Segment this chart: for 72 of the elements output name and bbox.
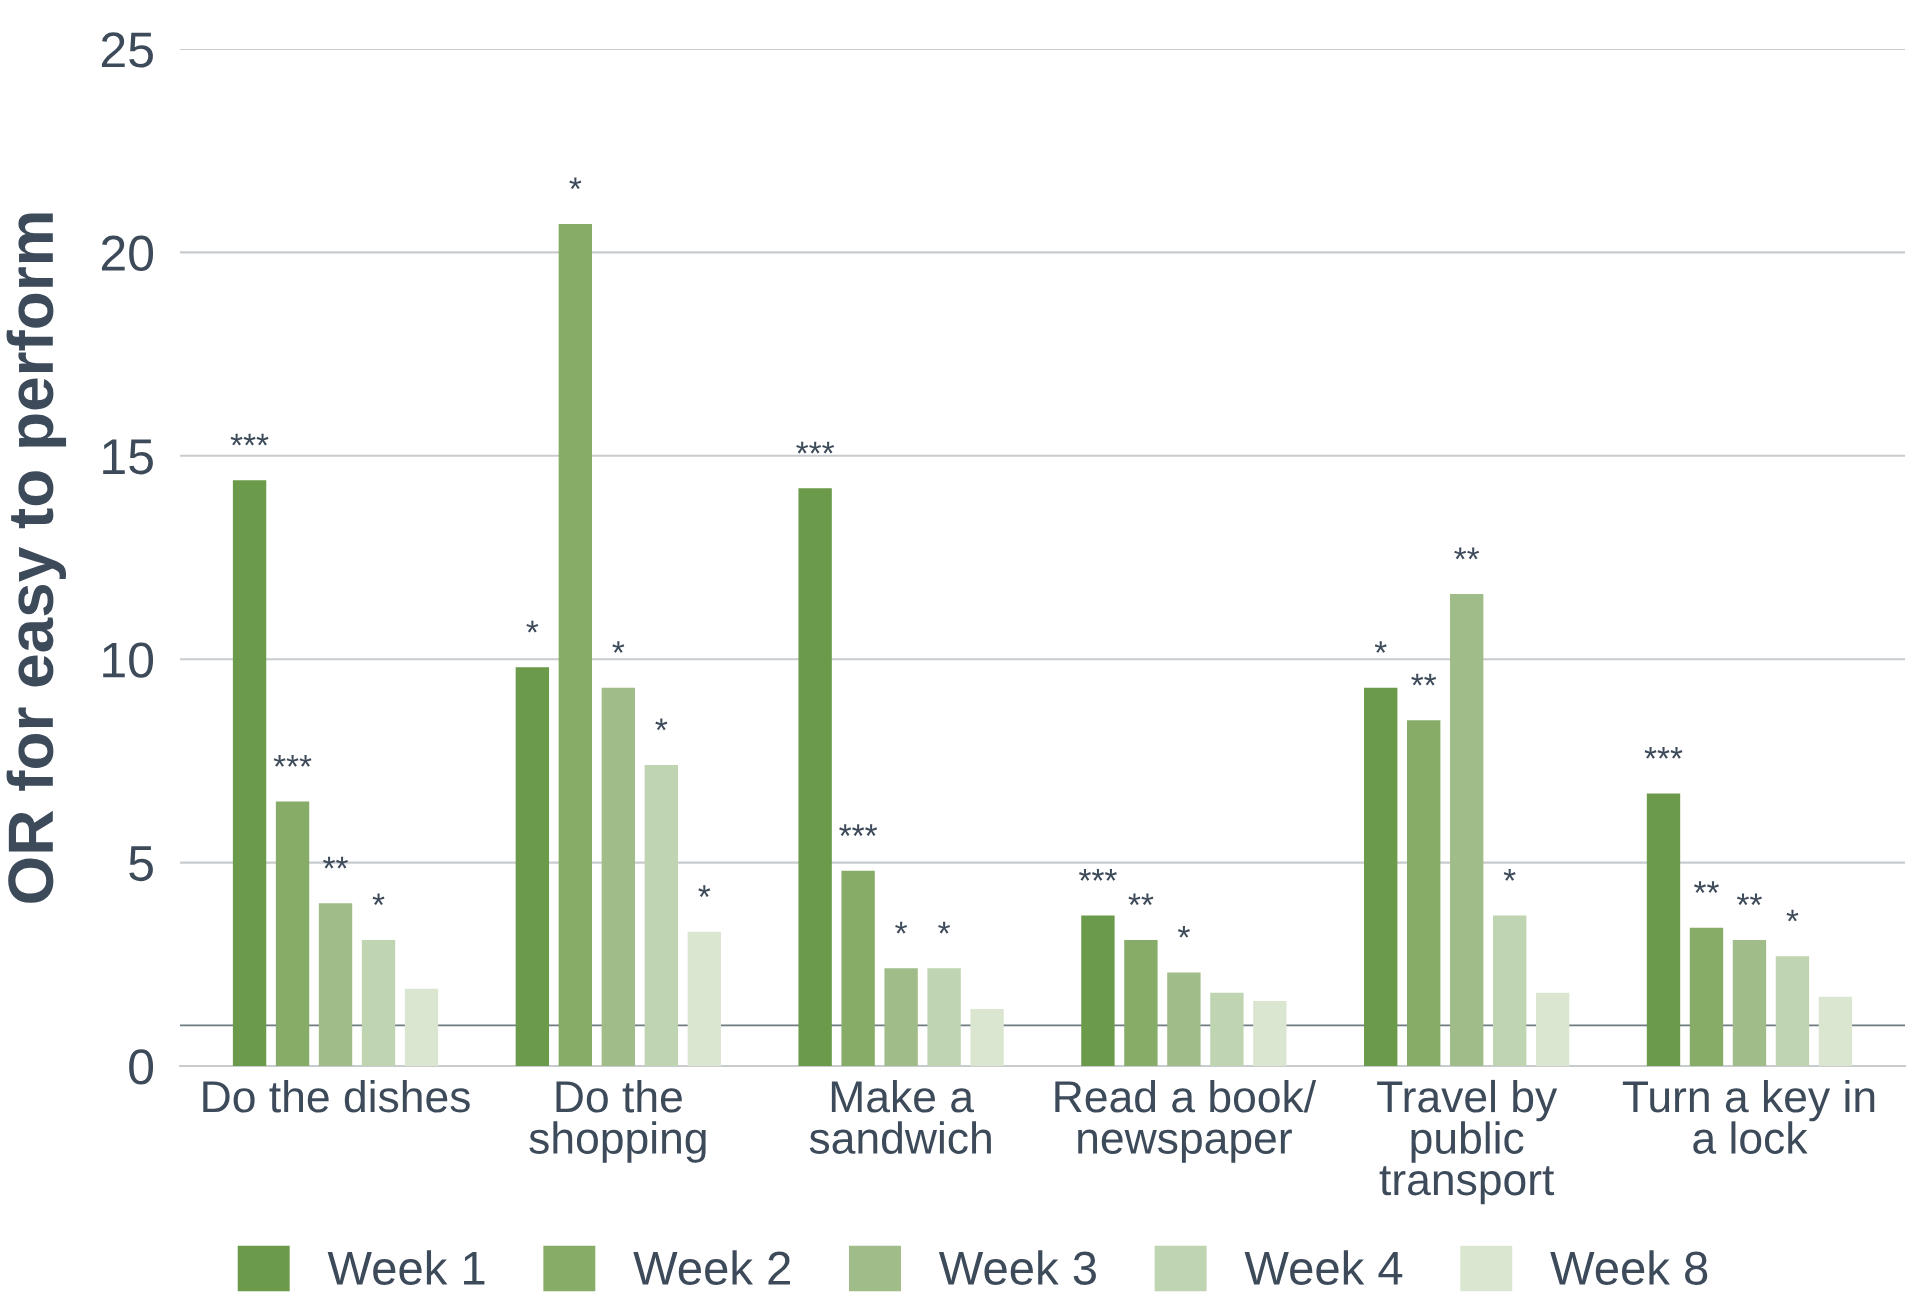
- bar: [1818, 996, 1853, 1066]
- data-label: ***: [1079, 868, 1117, 881]
- data-label: *: [372, 893, 385, 906]
- data-label: *: [1786, 909, 1799, 922]
- bar: [275, 801, 310, 1066]
- data-label: **: [1454, 547, 1480, 560]
- data-label: **: [323, 856, 348, 869]
- data-label: *: [895, 921, 908, 934]
- bar: [558, 223, 593, 1066]
- bar: [1689, 927, 1724, 1066]
- bar: [601, 687, 635, 1066]
- bar: [361, 939, 396, 1066]
- y-tick-label: 20: [101, 235, 154, 272]
- data-label: ***: [1644, 746, 1683, 759]
- bar: [1450, 594, 1484, 1066]
- bar: [318, 903, 353, 1066]
- bar: [644, 764, 678, 1066]
- data-label: *: [1374, 641, 1387, 653]
- bar: [1364, 687, 1398, 1066]
- bar: [1167, 972, 1201, 1066]
- data-label: *: [1503, 868, 1516, 881]
- bar: [1407, 720, 1441, 1066]
- data-label: *: [1177, 925, 1190, 938]
- bar: [1775, 956, 1810, 1066]
- y-tick-label: 0: [129, 1049, 154, 1085]
- bar: [1081, 915, 1115, 1066]
- data-label: ***: [230, 433, 269, 446]
- x-tick-label: Read a book/ newspaper: [1055, 1079, 1317, 1163]
- bar: [1253, 1000, 1287, 1066]
- bar: [1535, 992, 1570, 1066]
- data-label: *: [612, 641, 625, 653]
- bar: [1210, 992, 1244, 1066]
- y-tick-label: 10: [103, 642, 154, 678]
- bar: [1646, 793, 1681, 1066]
- legend-label: Week 8: [1550, 1250, 1708, 1285]
- bar: [884, 968, 918, 1066]
- data-label: **: [1737, 893, 1762, 906]
- bar: [1732, 939, 1767, 1066]
- y-axis-title: OR for easy to perform: [6, 213, 67, 903]
- x-tick-label: Make a sandwich: [809, 1079, 991, 1154]
- bar: [841, 870, 875, 1066]
- bar: [1492, 915, 1527, 1066]
- legend-label: Week 4: [1244, 1250, 1403, 1285]
- bar: [232, 480, 267, 1066]
- legend-label: Week 3: [938, 1250, 1096, 1285]
- bar: [1124, 939, 1158, 1066]
- x-tick-label: Do the dishes: [203, 1079, 470, 1113]
- bar: [798, 488, 832, 1066]
- x-tick-label: Do the shopping: [529, 1079, 706, 1163]
- bar: [687, 931, 721, 1066]
- data-label: *: [655, 718, 668, 731]
- bar: [970, 1009, 1004, 1066]
- data-label: **: [1128, 893, 1154, 906]
- x-tick-label: Turn a key in a lock: [1622, 1079, 1875, 1154]
- data-label: **: [1694, 881, 1719, 893]
- data-label: ***: [273, 755, 312, 767]
- y-tick-label: 15: [103, 439, 153, 475]
- data-label: ***: [796, 441, 835, 454]
- data-label: *: [569, 177, 582, 190]
- bar: [927, 968, 961, 1066]
- data-label: ***: [839, 824, 878, 836]
- bar: [404, 988, 439, 1066]
- x-tick-label: Travel by public transport: [1377, 1079, 1558, 1205]
- y-tick-label: 5: [129, 846, 153, 882]
- data-label: *: [938, 921, 951, 934]
- data-label: *: [698, 885, 711, 897]
- legend-label: Week 2: [633, 1250, 790, 1285]
- data-label: **: [1411, 673, 1437, 686]
- legend-label: Week 1: [327, 1250, 485, 1285]
- y-tick-label: 25: [101, 32, 153, 68]
- data-label: *: [526, 620, 539, 633]
- bar: [515, 667, 550, 1066]
